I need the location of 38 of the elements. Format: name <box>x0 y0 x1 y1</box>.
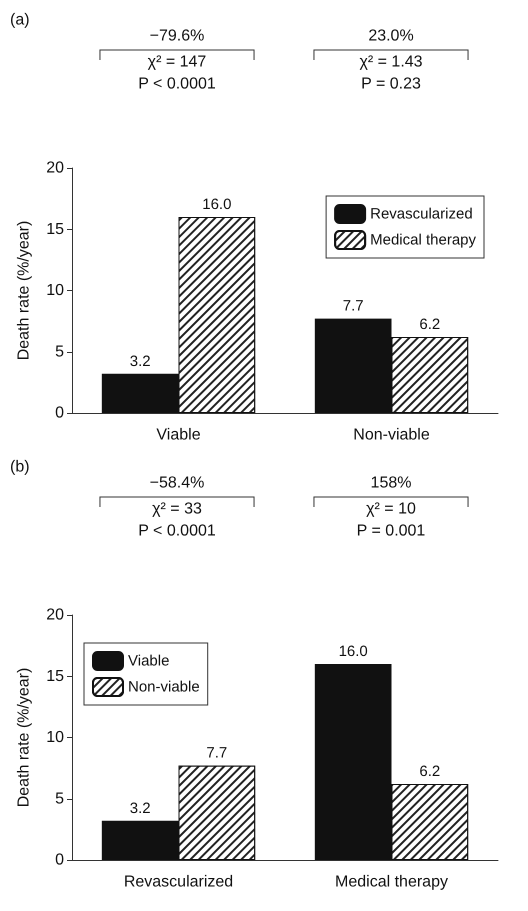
text: −58.4% <box>150 474 204 492</box>
text: P < 0.0001 <box>138 76 216 92</box>
y-axis-title: Death rate (%/year) <box>16 668 32 808</box>
y-tick-label: 20 <box>46 160 64 176</box>
data-label: 16.0 <box>202 196 232 213</box>
y-tick-label: 15 <box>46 668 64 685</box>
y-tick-label: 10 <box>46 282 64 299</box>
data-label: 3.2 <box>130 800 151 817</box>
text: P < 0.0001 <box>138 522 216 540</box>
text: 23.0% <box>368 28 414 44</box>
data-label: 6.2 <box>419 316 440 334</box>
text: P = 0.23 <box>361 76 421 92</box>
text: (a) <box>10 12 30 28</box>
data-label: 16.0 <box>338 643 368 660</box>
data-label: 7.7 <box>342 298 364 315</box>
y-tick-label: 5 <box>55 343 64 360</box>
text: χ² = 33 <box>152 500 202 518</box>
y-axis-title: Death rate (%/year) <box>16 220 32 360</box>
text: P = 0.001 <box>356 522 426 540</box>
text: χ² = 1.43 <box>359 54 423 70</box>
y-tick-label: 20 <box>46 606 64 624</box>
text: 158% <box>370 474 412 492</box>
text: −79.6% <box>150 28 204 44</box>
legend-label: Viable <box>128 652 170 670</box>
y-tick-label: 5 <box>55 790 64 808</box>
legend-label: Medical therapy <box>370 232 476 248</box>
data-label: 6.2 <box>419 763 440 780</box>
text: χ² = 147 <box>148 54 206 70</box>
text: χ² = 10 <box>366 500 416 518</box>
y-tick-label: 0 <box>55 852 64 868</box>
data-label: 7.7 <box>206 744 228 762</box>
y-tick-label: 15 <box>46 220 64 238</box>
y-tick-label: 10 <box>46 729 64 746</box>
data-label: 3.2 <box>130 352 151 370</box>
text: (b) <box>10 458 30 476</box>
legend-label: Revascularized <box>370 206 473 222</box>
y-tick-label: 0 <box>55 404 64 422</box>
legend-label: Non-viable <box>128 678 200 696</box>
